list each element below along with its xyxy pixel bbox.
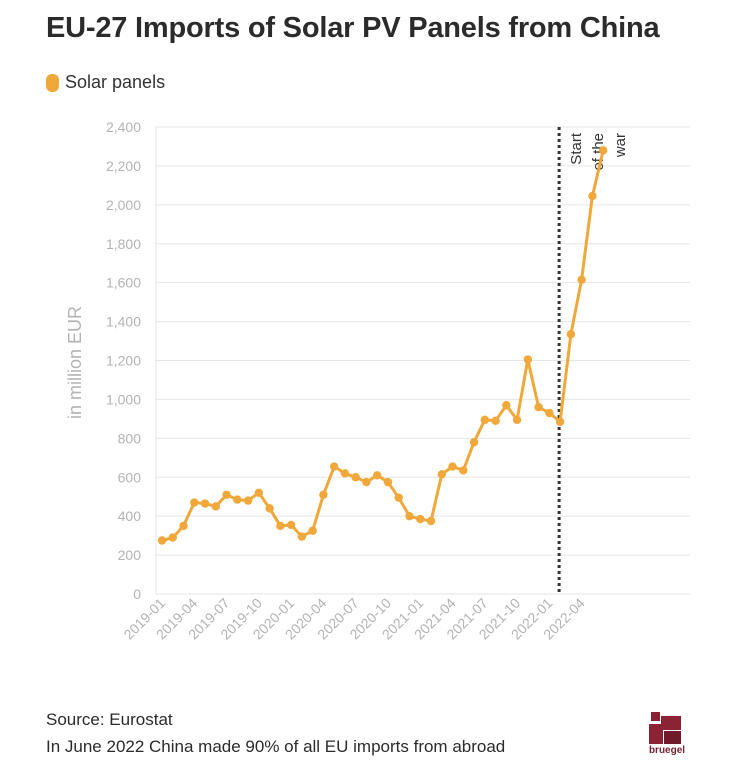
y-tick-label: 2,400 — [106, 119, 141, 135]
data-point — [545, 408, 554, 418]
data-point — [233, 495, 242, 504]
war-annotation-label: war — [612, 133, 629, 158]
data-point — [179, 521, 188, 531]
line-chart: 0 200 400 600 800 1,000 1,200 1,400 1,600 1,800 2,… — [65, 119, 690, 642]
data-point — [502, 401, 511, 410]
footnote: In June 2022 China made 90% of all EU im… — [46, 737, 506, 756]
data-point — [469, 438, 479, 447]
data-point — [448, 462, 457, 471]
y-tick-label: 1,000 — [106, 391, 141, 407]
data-point — [491, 416, 500, 426]
y-tick-label: 800 — [118, 430, 142, 446]
data-point — [351, 473, 360, 482]
data-point — [577, 275, 586, 284]
data-point — [534, 403, 543, 412]
y-tick-label: 1,400 — [106, 314, 141, 330]
data-point — [480, 415, 489, 425]
data-point — [383, 477, 393, 487]
data-point — [222, 490, 231, 499]
data-point — [319, 490, 328, 499]
data-point — [362, 477, 371, 487]
data-point — [308, 526, 317, 535]
logo-text: bruegel — [648, 745, 686, 756]
data-point — [426, 516, 436, 526]
data-point — [297, 532, 307, 541]
data-point — [243, 496, 253, 505]
legend-swatch — [46, 73, 59, 92]
chart-title: EU-27 Imports of Solar PV Panels from Ch… — [46, 12, 660, 44]
y-tick-label: 600 — [118, 469, 142, 485]
y-tick-label: 1,200 — [106, 353, 141, 369]
data-point — [190, 498, 199, 507]
data-point — [555, 417, 565, 426]
y-tick-label: 2,000 — [106, 197, 141, 213]
data-point — [566, 330, 576, 339]
source-note: Source: Eurostat — [46, 710, 173, 729]
y-tick-label: 2,200 — [106, 158, 141, 174]
y-tick-label: 1,800 — [106, 236, 141, 252]
logo-icon — [649, 712, 681, 744]
data-point — [200, 499, 210, 508]
y-tick-label: 0 — [133, 586, 141, 602]
series-line — [160, 148, 605, 542]
y-axis-label: in million EUR — [65, 306, 85, 419]
data-point — [329, 462, 339, 471]
bruegel-logo: bruegel — [644, 710, 690, 760]
data-point — [265, 504, 274, 513]
data-point — [598, 146, 608, 155]
war-annotation-label: of the — [590, 133, 607, 171]
data-point — [416, 514, 425, 524]
data-point — [254, 488, 264, 498]
data-point — [588, 191, 597, 201]
legend-label: Solar panels — [65, 72, 166, 92]
data-point — [168, 533, 177, 542]
data-point — [523, 355, 533, 364]
war-annotation-label: Start — [568, 132, 585, 165]
data-point — [286, 520, 296, 530]
y-tick-label: 200 — [118, 547, 142, 563]
data-point — [394, 493, 403, 502]
data-point — [512, 415, 522, 425]
data-point — [437, 470, 446, 479]
data-point — [459, 466, 468, 475]
data-point — [211, 502, 220, 511]
data-point — [276, 521, 285, 531]
y-tick-label: 400 — [118, 508, 142, 524]
data-point — [373, 471, 382, 480]
y-tick-label: 1,600 — [106, 275, 141, 291]
data-point — [340, 469, 350, 478]
legend: Solar panels — [46, 72, 165, 93]
data-point — [157, 536, 167, 545]
data-point — [405, 511, 414, 521]
